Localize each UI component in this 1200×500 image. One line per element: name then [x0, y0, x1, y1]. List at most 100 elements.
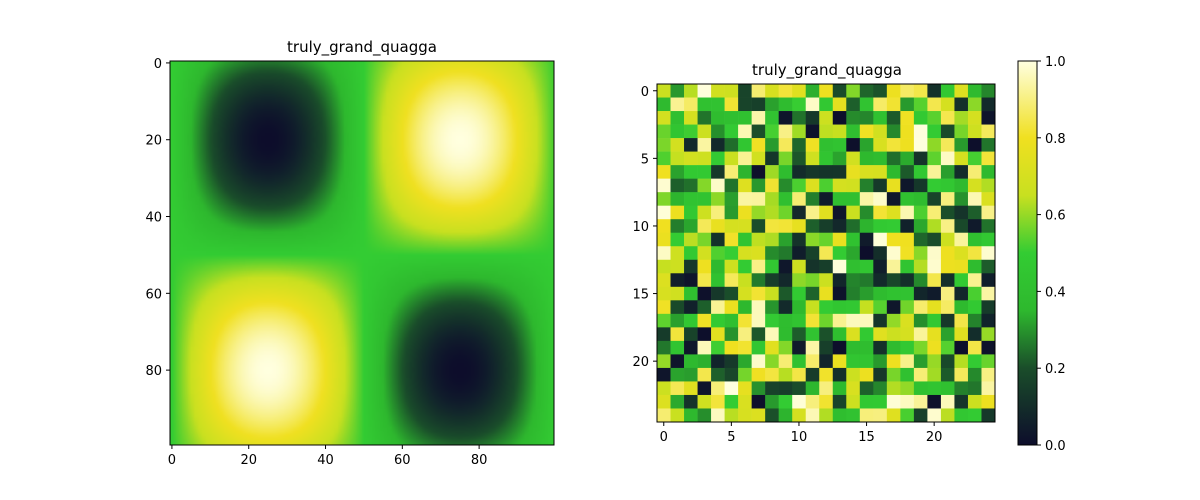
- heatmap-cell: [805, 111, 820, 125]
- heatmap-cell: [886, 232, 901, 247]
- heatmap-cell: [711, 205, 725, 220]
- heatmap-cell: [940, 408, 955, 423]
- heatmap-cell: [751, 219, 766, 234]
- heatmap-cell: [846, 313, 861, 328]
- heatmap-cell: [927, 97, 942, 112]
- heatmap-cell: [981, 246, 996, 261]
- heatmap-cell: [967, 111, 982, 125]
- heatmap-cell: [697, 394, 712, 409]
- heatmap-cell: [927, 354, 942, 369]
- left-y-tick-label: 40: [145, 211, 162, 226]
- heatmap-cell: [940, 273, 955, 288]
- heatmap-cell: [900, 286, 915, 301]
- heatmap-cell: [819, 178, 834, 193]
- heatmap-cell: [805, 151, 820, 166]
- heatmap-cell: [846, 138, 861, 152]
- heatmap-cell: [724, 151, 739, 166]
- heatmap-cell: [940, 354, 955, 369]
- heatmap-cell: [657, 97, 671, 112]
- heatmap-cell: [684, 354, 698, 369]
- heatmap-cell: [913, 205, 928, 220]
- heatmap-cell: [670, 84, 685, 98]
- heatmap-cell: [711, 246, 725, 261]
- heatmap-cell: [913, 246, 928, 261]
- heatmap-cell: [738, 232, 752, 247]
- heatmap-cell: [913, 313, 928, 328]
- heatmap-cell: [711, 381, 725, 396]
- heatmap-cell: [765, 138, 779, 152]
- heatmap-cell: [819, 151, 834, 166]
- heatmap-cell: [967, 381, 982, 396]
- heatmap-cell: [670, 273, 685, 288]
- left-axes-frame: [169, 60, 555, 446]
- heatmap-cell: [832, 84, 847, 98]
- heatmap-cell: [738, 111, 752, 125]
- heatmap-cell: [711, 111, 725, 125]
- heatmap-cell: [657, 205, 671, 220]
- heatmap-cell: [873, 97, 888, 112]
- heatmap-cell: [886, 219, 901, 234]
- heatmap-cell: [846, 192, 861, 206]
- heatmap-cell: [738, 313, 752, 328]
- heatmap-cell: [846, 232, 861, 247]
- heatmap-cell: [711, 165, 725, 179]
- heatmap-cell: [967, 205, 982, 220]
- colorbar-tick-label: 0.2: [1045, 362, 1066, 377]
- heatmap-cell: [805, 340, 820, 355]
- heatmap-cell: [657, 124, 671, 139]
- heatmap-cell: [927, 327, 942, 342]
- heatmap-cell: [765, 97, 779, 112]
- heatmap-cell: [886, 286, 901, 301]
- heatmap-cell: [832, 124, 847, 139]
- heatmap-cell: [846, 178, 861, 193]
- heatmap-cell: [670, 259, 685, 274]
- heatmap-cell: [657, 394, 671, 409]
- heatmap-cell: [832, 327, 847, 342]
- heatmap-cell: [940, 367, 955, 382]
- left-y-tick-label: 60: [145, 287, 162, 302]
- right-axes-frame: [656, 83, 996, 423]
- heatmap-cell: [832, 111, 847, 125]
- heatmap-cell: [913, 381, 928, 396]
- heatmap-cell: [981, 97, 996, 112]
- heatmap-cell: [873, 138, 888, 152]
- heatmap-cell: [765, 205, 779, 220]
- heatmap-cell: [954, 84, 969, 98]
- heatmap-cell: [954, 165, 969, 179]
- heatmap-cell: [670, 232, 685, 247]
- heatmap-cell: [670, 408, 685, 423]
- heatmap-cell: [778, 300, 793, 315]
- heatmap-cell: [657, 340, 671, 355]
- heatmap-cell: [967, 259, 982, 274]
- heatmap-cell: [913, 178, 928, 193]
- heatmap-cell: [954, 300, 969, 315]
- heatmap-cell: [846, 259, 861, 274]
- heatmap-cell: [954, 151, 969, 166]
- heatmap-cell: [738, 367, 752, 382]
- heatmap-cell: [900, 165, 915, 179]
- heatmap-cell: [765, 313, 779, 328]
- heatmap-cell: [913, 138, 928, 152]
- heatmap-cell: [954, 97, 969, 112]
- heatmap-cell: [738, 381, 752, 396]
- heatmap-cell: [778, 367, 793, 382]
- heatmap-cell: [819, 165, 834, 179]
- heatmap-cell: [738, 84, 752, 98]
- heatmap-cell: [751, 408, 766, 423]
- heatmap-cell: [697, 340, 712, 355]
- heatmap-cell: [805, 97, 820, 112]
- heatmap-cell: [913, 286, 928, 301]
- right-y-tick-label: 15: [632, 288, 649, 303]
- heatmap-cell: [927, 273, 942, 288]
- left-heatmap-image: [170, 61, 554, 445]
- heatmap-cell: [981, 367, 996, 382]
- heatmap-cell: [765, 246, 779, 261]
- heatmap-cell: [778, 246, 793, 261]
- heatmap-cell: [846, 354, 861, 369]
- heatmap-cell: [832, 232, 847, 247]
- heatmap-cell: [927, 111, 942, 125]
- heatmap-cell: [832, 246, 847, 261]
- heatmap-cell: [967, 300, 982, 315]
- heatmap-cell: [765, 178, 779, 193]
- heatmap-cell: [954, 340, 969, 355]
